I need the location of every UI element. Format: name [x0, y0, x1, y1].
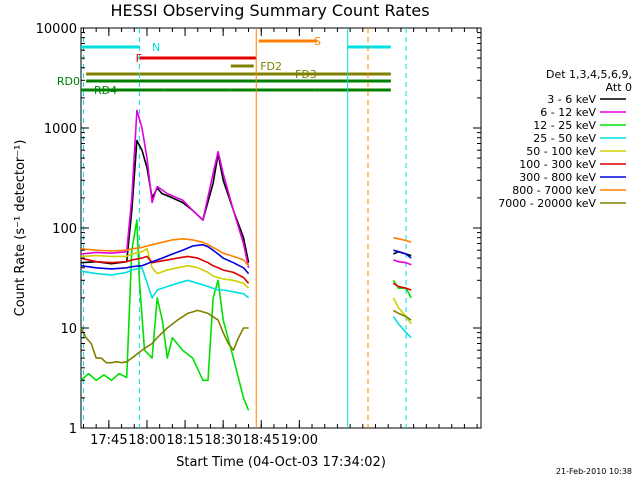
x-axis-label: Start Time (04-Oct-03 17:34:02) [176, 455, 386, 470]
legend-label: 50 - 100 keV [526, 145, 596, 158]
axes: 17:45 18:00 18:15 18:30 18:45 19:00 1 10 100 1000… [36, 22, 481, 448]
series-line-25-50-kev [80, 267, 412, 339]
series-line-7000-20000-kev [80, 309, 412, 364]
legend-header: Det 1,3,4,5,6,9, [546, 68, 632, 81]
y-axis-label: Count Rate (s⁻¹ detector⁻¹) [13, 140, 28, 317]
y-tick-label: 10 [60, 322, 77, 337]
legend-label: 300 - 800 keV [519, 171, 596, 184]
x-tick-label: 17:45 [90, 433, 127, 448]
state-bar-label-f: F [136, 52, 142, 65]
state-bars: NF S FD2 FD3 RD0 RD4 [57, 35, 391, 97]
legend-label: 12 - 25 keV [533, 119, 596, 132]
series-line-800-7000-kev [80, 236, 412, 267]
y-tick-label: 1000 [44, 122, 77, 137]
legend-label: 800 - 7000 keV [512, 184, 596, 197]
x-tick-label: 18:15 [166, 433, 203, 448]
y-tick-label: 10000 [36, 22, 77, 37]
plot-area [80, 27, 482, 429]
series-line-3-6-kev [80, 139, 412, 265]
footer-date: 21-Feb-2010 10:38 [556, 467, 632, 476]
legend-label: 6 - 12 keV [540, 106, 596, 119]
state-bar-label-rd0: RD0 [57, 75, 80, 88]
series-lines [80, 109, 412, 411]
legend-header: Att 0 [606, 81, 632, 94]
vertical-markers [83, 28, 407, 428]
state-bar-label-fd3: FD3 [295, 68, 317, 81]
series-line-300-800-kev [80, 243, 412, 275]
state-bar-label-rd4: RD4 [94, 84, 117, 97]
state-bar-label-n: N [152, 41, 160, 54]
x-tick-label: 18:00 [128, 433, 165, 448]
series-line-100-300-kev [80, 255, 412, 291]
series-line-6-12-kev [80, 109, 412, 268]
legend-label: 100 - 300 keV [519, 158, 596, 171]
y-tick-label: 100 [52, 222, 77, 237]
x-tick-label: 19:00 [281, 433, 318, 448]
x-tick-label: 18:45 [243, 433, 280, 448]
legend-label: 7000 - 20000 keV [498, 197, 596, 210]
x-tick-label: 18:30 [204, 433, 241, 448]
y-tick-label: 1 [69, 422, 77, 437]
state-bar-label-s: S [314, 35, 321, 48]
series-line-50-100-kev [80, 248, 412, 325]
legend-label: 3 - 6 keV [547, 93, 596, 106]
state-bar-label-fd2: FD2 [260, 60, 282, 73]
chart-title: HESSI Observing Summary Count Rates [110, 1, 429, 20]
legend-label: 25 - 50 keV [533, 132, 596, 145]
